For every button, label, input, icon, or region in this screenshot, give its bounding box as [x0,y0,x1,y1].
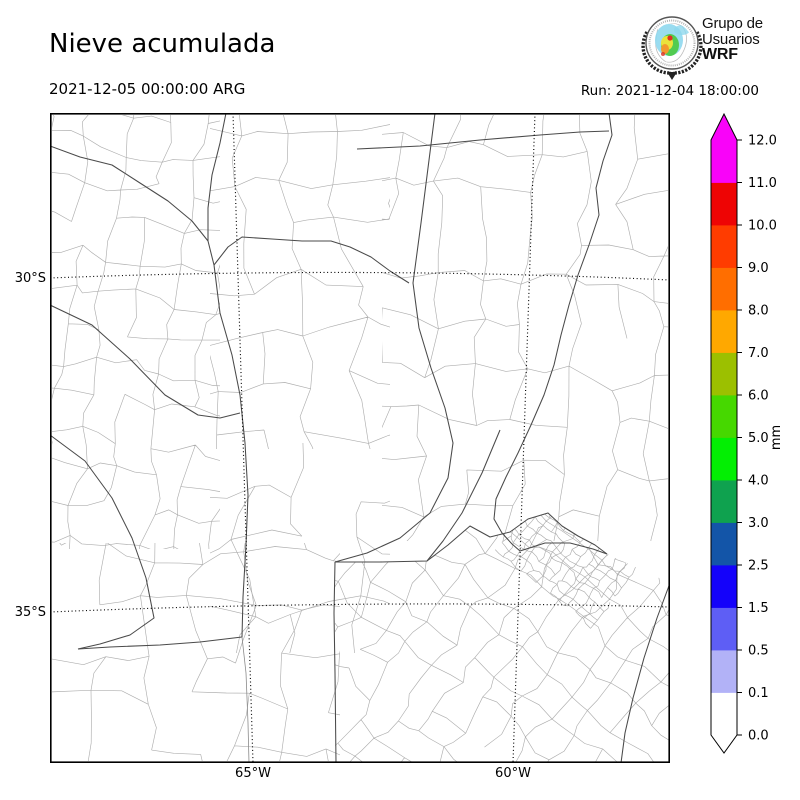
logo-line-2: Usuarios [702,30,760,48]
map-canvas [50,113,670,763]
province-boundaries [519,542,608,555]
colorbar-segment [711,140,737,183]
colorbar-segment [711,225,737,268]
colorbar-tick-label: 8.0 [748,304,769,319]
graticule-65w [232,113,254,763]
lon-tick-65w: 65°W [235,766,271,781]
colorbar-tick-label: 6.0 [748,389,769,404]
colorbar-canvas: 0.0 0.1 0.5 1.5 2.5 3.0 4.0 5.0 6.0 7.0 8.0 9.0 10.0… [710,112,784,754]
province-boundaries [50,304,241,419]
colorbar-tick-label: 0.1 [748,686,769,701]
colorbar-segment [711,607,737,651]
wrf-users-group-logo: Grupo de Usuarios WRF [640,10,790,80]
province-boundaries [50,145,215,266]
map-area [50,113,670,763]
province-boundaries [426,429,501,562]
page-title: Nieve acumulada [49,29,276,59]
colorbar-segment [711,692,737,736]
colorbar-segment [711,650,737,693]
colorbar-segment [711,352,737,396]
colorbar-segment [711,182,737,226]
colorbar-tick-label: 9.0 [748,261,769,276]
colorbar-segment [711,480,737,523]
province-boundaries [207,113,227,241]
colorbar-unit-label: mm [769,425,784,450]
colorbar-tick-label: 0.0 [748,729,769,744]
graticule-60w [512,113,536,763]
province-boundaries [77,264,249,650]
colorbar-segment [711,395,737,438]
colorbar-tick-label: 1.5 [748,601,769,616]
department-boundaries [382,115,668,541]
lon-tick-60w: 60°W [495,766,531,781]
colorbar-segment [711,310,737,353]
logo-line-1: Grupo de [702,15,763,32]
department-boundaries [210,115,390,449]
department-boundaries [52,115,220,549]
department-boundaries [210,443,390,653]
valid-time-label: 2021-12-05 00:00:00 ARG [49,80,246,98]
run-timestamp-label: Run: 2021-12-04 18:00:00 [580,83,759,99]
colorbar-tick-label: 7.0 [748,346,769,361]
map-frame [50,113,670,763]
graticule-30s [50,271,670,281]
colorbar-tick-label: 11.0 [748,176,777,191]
colorbar-segment [711,522,737,566]
province-boundaries [356,130,610,150]
graticule-35s [50,603,670,613]
colorbar-tick-label: 12.0 [748,134,777,149]
logo-line-3: WRF [702,46,738,63]
department-boundaries [335,513,670,763]
globe-seal-icon [641,16,703,80]
colorbar-segment [711,437,737,481]
province-boundaries [333,561,337,763]
colorbar-tick-label: 4.0 [748,474,769,489]
lat-tick-30s: 30°S [14,271,46,286]
lat-tick-35s: 35°S [14,605,46,620]
colorbar-segment [711,565,737,608]
colorbar-tick-label: 2.5 [748,559,769,574]
province-boundaries [335,512,608,563]
colorbar-tick-label: 3.0 [748,516,769,531]
colorbar: 0.0 0.1 0.5 1.5 2.5 3.0 4.0 5.0 6.0 7.0 8.0 9.0 10.0… [700,105,800,785]
colorbar-tick-label: 10.0 [748,219,777,234]
province-boundaries [620,582,670,763]
province-boundaries [50,434,155,650]
province-boundaries [213,236,410,284]
department-boundaries [52,543,340,761]
colorbar-tick-label: 5.0 [748,431,769,446]
logo-text: Grupo de Usuarios WRF [702,16,763,63]
province-boundaries [493,113,613,552]
colorbar-tick-label: 0.5 [748,644,769,659]
colorbar-segment [711,267,737,311]
province-boundaries [334,113,454,563]
